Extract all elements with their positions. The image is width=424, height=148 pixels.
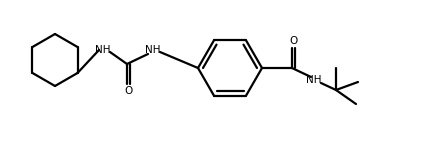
Text: NH: NH — [145, 45, 161, 55]
Text: O: O — [124, 86, 133, 96]
Text: O: O — [289, 36, 298, 46]
Text: NH: NH — [306, 75, 322, 85]
Text: NH: NH — [95, 45, 111, 55]
